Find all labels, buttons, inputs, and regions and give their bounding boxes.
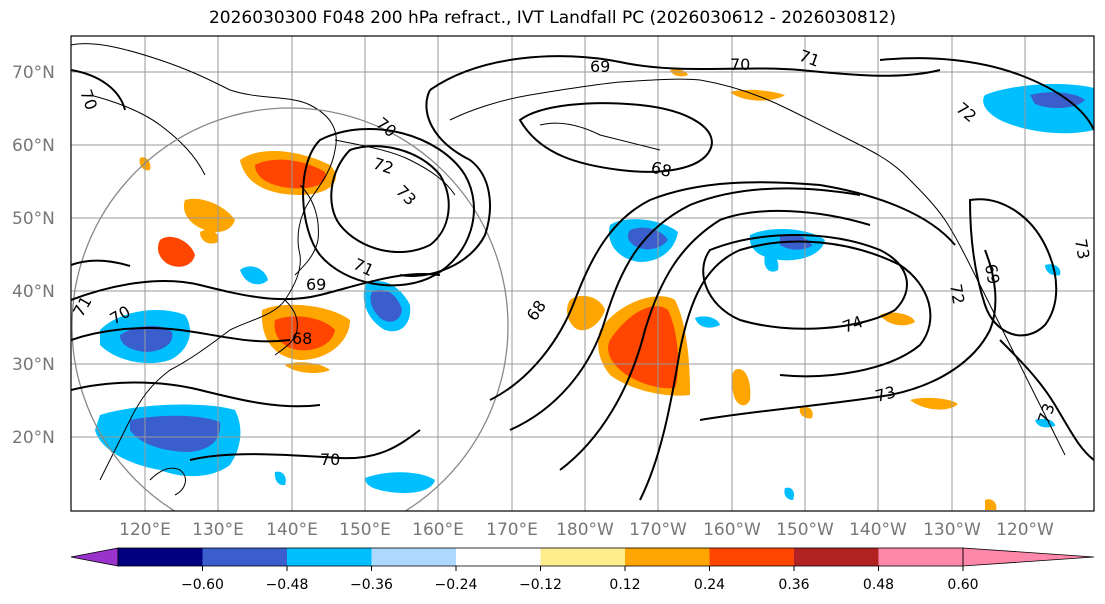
contour-label: 69: [981, 262, 1003, 285]
colorbar-segment: [287, 548, 372, 566]
colorbar-tick-label: −0.60: [181, 577, 224, 593]
colorbar-ticks: [202, 566, 964, 571]
colorbar-tick-label: −0.24: [435, 577, 478, 593]
lon-label: 150°W: [776, 520, 834, 540]
colorbar-segment: [709, 548, 794, 566]
colorbar-segment: [540, 548, 625, 566]
colorbar-tick-label: 0.60: [947, 577, 978, 593]
lon-label: 140°W: [849, 520, 907, 540]
contour-label: 68: [649, 158, 674, 182]
map-content: 69 70 71 72 73 68 72 73 71 69 70 70 68 6…: [71, 36, 1094, 511]
contour-label: 70: [730, 55, 750, 74]
contour-label: 73: [873, 382, 898, 406]
lon-label: 180°W: [556, 520, 614, 540]
colorbar-segment: [625, 548, 710, 566]
colorbar-tick-label: 0.12: [609, 577, 640, 593]
contour-label: 72: [946, 282, 968, 305]
contour-label: 68: [292, 329, 312, 348]
lon-label: 170°E: [486, 520, 538, 540]
colorbar-max-extension: [962, 547, 1095, 567]
colorbar-segment: [371, 548, 456, 566]
range-circle: [71, 107, 509, 511]
contour-label: 70: [320, 450, 340, 469]
lon-label: 170°W: [629, 520, 687, 540]
colorbar-min-extension: [70, 547, 119, 567]
contour-label: 69: [590, 57, 610, 76]
lat-label: 40°N: [12, 282, 55, 302]
lon-label: 120°E: [119, 520, 171, 540]
colorbar-tick-label: −0.12: [519, 577, 562, 593]
lat-label: 60°N: [12, 136, 55, 156]
lat-label: 70°N: [12, 63, 55, 83]
colorbar-tick-label: 0.24: [694, 577, 725, 593]
lat-label: 20°N: [12, 428, 55, 448]
colorbar-segment: [456, 548, 541, 566]
lon-label: 130°E: [192, 520, 244, 540]
lon-label: 140°E: [266, 520, 318, 540]
longitude-labels: 120°E 130°E 140°E 150°E 160°E 170°E 180°…: [119, 520, 1054, 540]
graticule: [71, 36, 1094, 511]
lat-label: 30°N: [12, 355, 55, 375]
contour-label: 73: [1071, 237, 1093, 260]
map-frame: [70, 35, 1095, 512]
lon-label: 160°W: [703, 520, 761, 540]
lon-label: 150°E: [339, 520, 391, 540]
lon-label: 120°W: [996, 520, 1054, 540]
contour-label: 69: [306, 275, 326, 294]
map-title: 2026030300 F048 200 hPa refract., IVT La…: [208, 8, 896, 28]
colorbar-tick-label: −0.36: [350, 577, 393, 593]
colorbar-tick-labels: −0.60 −0.48 −0.36 −0.24 −0.12 0.12 0.24 …: [181, 577, 979, 593]
colorbar: −0.60 −0.48 −0.36 −0.24 −0.12 0.12 0.24 …: [70, 547, 1095, 593]
colorbar-tick-label: 0.48: [863, 577, 894, 593]
latitude-labels: 70°N 60°N 50°N 40°N 30°N 20°N: [12, 63, 55, 448]
colorbar-segment: [794, 548, 879, 566]
lon-label: 130°W: [923, 520, 981, 540]
colorbar-segment: [202, 548, 287, 566]
contour-lines: [71, 55, 1094, 501]
lon-label: 160°E: [412, 520, 464, 540]
colorbar-tick-label: 0.36: [778, 577, 809, 593]
positive-anomaly-shading: [139, 69, 997, 510]
colorbar-segment: [878, 548, 963, 566]
lat-label: 50°N: [12, 209, 55, 229]
colorbar-segment: [118, 548, 203, 566]
colorbar-tick-label: −0.48: [266, 577, 309, 593]
